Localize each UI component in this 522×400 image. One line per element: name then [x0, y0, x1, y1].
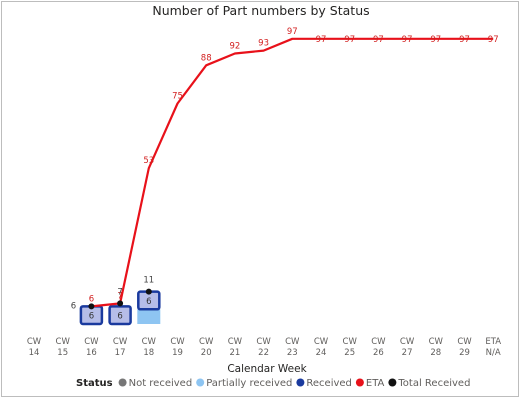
eta-data-label: 6: [89, 294, 94, 304]
legend-label: ETA: [366, 378, 385, 389]
legend-label: Total Received: [397, 378, 470, 389]
eta-data-label: 97: [459, 35, 470, 45]
total-received-label: 11: [143, 276, 154, 286]
legend-label: Received: [306, 378, 352, 389]
legend-label: Partially received: [206, 378, 292, 389]
eta-line-layer: 6 7 53 75 88 92 93 97 97 97 97 97 97 97 97: [89, 27, 499, 308]
x-tick-label: CW 16: [84, 337, 99, 358]
eta-data-label: 97: [287, 27, 298, 37]
x-tick-label: CW 27: [400, 337, 415, 358]
x-axis: CW 14 CW 15 CW 16 CW 17 CW 18 CW 19 CW 20 CW 21 CW 22 CW 23…: [27, 337, 501, 358]
legend-item[interactable]: Total Received: [388, 378, 470, 389]
legend-swatch: [196, 378, 205, 387]
x-tick-label: CW 26: [371, 337, 386, 358]
total-received-marker[interactable]: [117, 300, 124, 307]
eta-data-label: 97: [430, 35, 441, 45]
legend-swatch: [118, 378, 127, 387]
total-received-marker[interactable]: [88, 303, 95, 310]
eta-data-label: 97: [316, 35, 327, 45]
eta-data-label: 97: [402, 35, 413, 45]
legend-item[interactable]: Received: [296, 378, 352, 389]
legend: Status Not received Partially received Rece…: [76, 378, 470, 389]
eta-data-label: 88: [201, 53, 212, 63]
eta-data-label: 92: [229, 42, 240, 52]
eta-data-label: 7: [117, 291, 122, 301]
x-tick-label: CW 14: [27, 337, 42, 358]
x-axis-title: Calendar Week: [227, 363, 307, 375]
x-tick-label: CW 20: [199, 337, 214, 358]
legend-item[interactable]: ETA: [355, 378, 385, 389]
bar-received-label: 6: [146, 297, 151, 307]
bars-layer: 6 6 6: [79, 290, 161, 326]
x-tick-label: CW 24: [314, 337, 329, 358]
eta-data-label: 75: [172, 92, 183, 102]
legend-swatch: [388, 378, 397, 387]
x-tick-label: CW 22: [256, 337, 271, 358]
x-tick-label: CW 29: [457, 337, 472, 358]
x-tick-label: CW 18: [142, 337, 157, 358]
x-tick-label: CW 17: [113, 337, 128, 358]
total-received-label: 6: [71, 301, 76, 311]
x-tick-label: CW 28: [429, 337, 444, 358]
chart-title: Number of Part numbers by Status: [152, 3, 369, 18]
bar-partially-received[interactable]: [137, 309, 161, 324]
legend-swatch: [296, 378, 305, 387]
bar-received-label: 6: [89, 312, 94, 322]
legend-title: Status: [76, 378, 113, 389]
bar-received-label: 6: [117, 312, 122, 322]
legend-swatch: [355, 378, 364, 387]
total-received-marker[interactable]: [145, 288, 152, 295]
legend-item[interactable]: Not received: [118, 378, 193, 389]
eta-data-label: 97: [373, 35, 384, 45]
eta-data-label: 53: [143, 156, 154, 166]
total-received-label: 7: [117, 287, 122, 297]
legend-item[interactable]: Partially received: [196, 378, 292, 389]
legend-label: Not received: [129, 378, 193, 389]
x-tick-label: CW 23: [285, 337, 300, 358]
total-received-layer: 6 7 11: [71, 276, 155, 312]
x-tick-label: CW 21: [228, 337, 243, 358]
eta-data-label: 97: [344, 35, 355, 45]
eta-line[interactable]: [91, 37, 494, 308]
eta-data-label: 97: [488, 35, 499, 45]
x-tick-label: ETA N/A: [485, 337, 501, 358]
x-tick-label: CW 19: [170, 337, 185, 358]
eta-data-label: 93: [258, 39, 269, 49]
x-tick-label: CW 15: [56, 337, 71, 358]
x-tick-label: CW 25: [343, 337, 358, 358]
